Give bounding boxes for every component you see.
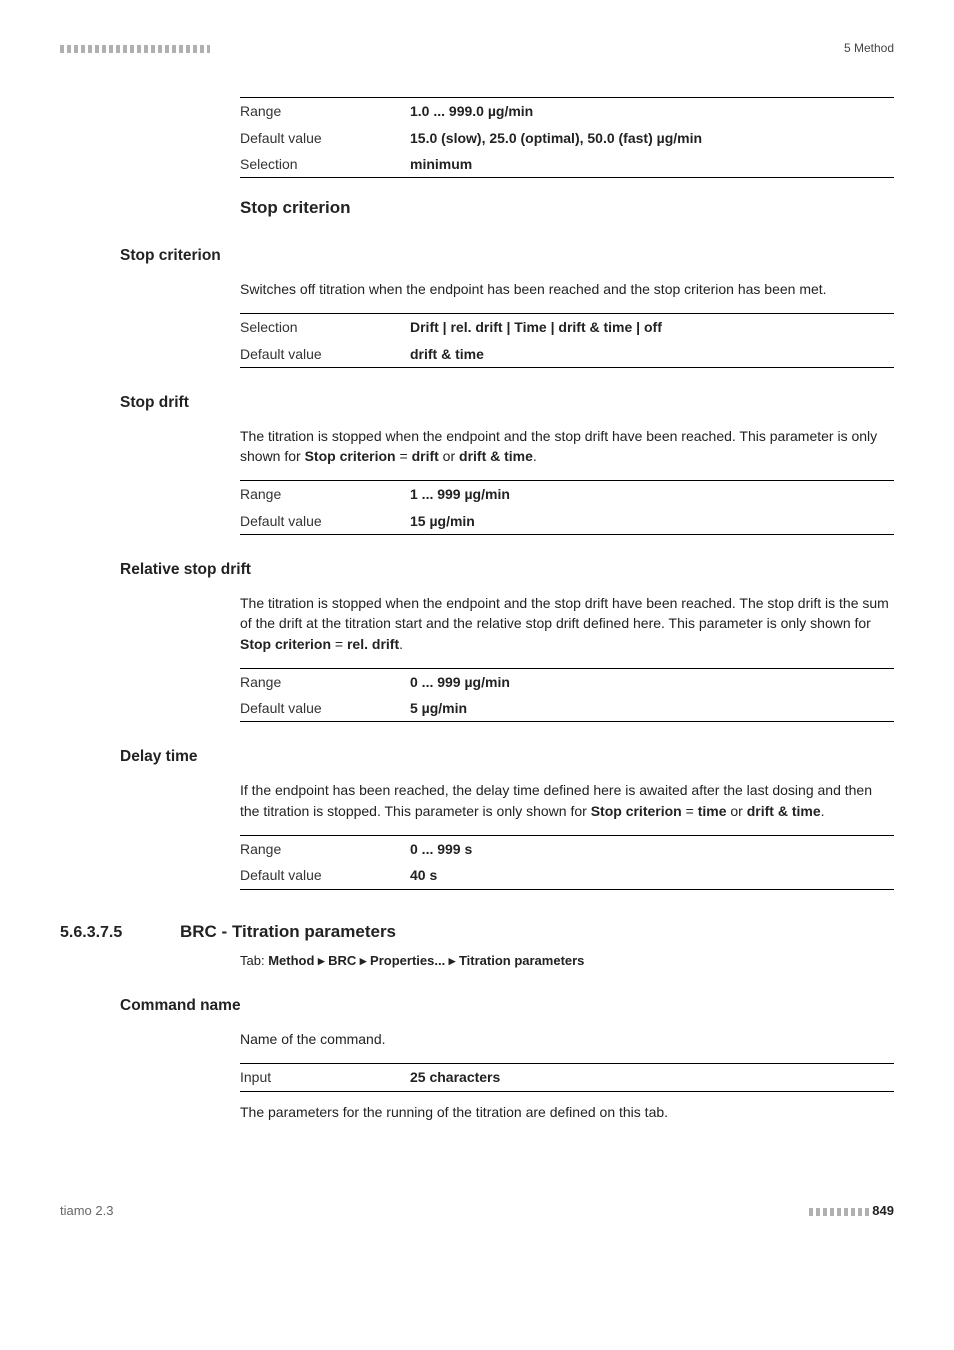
text: = <box>682 803 698 819</box>
stop-criterion-para: Switches off titration when the endpoint… <box>240 279 894 299</box>
stop-drift-label: Stop drift <box>120 392 189 414</box>
row-label: Default value <box>240 341 410 368</box>
row-label: Default value <box>240 125 410 151</box>
text-bold: drift & time <box>747 803 821 819</box>
row-label: Default value <box>240 695 410 722</box>
header-chapter: 5 Method <box>844 40 894 57</box>
row-value: 0 ... 999 µg/min <box>410 668 894 695</box>
stop-drift-para: The titration is stopped when the endpoi… <box>240 426 894 467</box>
row-label: Range <box>240 481 410 508</box>
text-bold: drift <box>412 448 439 464</box>
stop-criterion-label: Stop criterion <box>120 245 221 267</box>
row-label: Input <box>240 1064 410 1091</box>
text: . <box>399 636 403 652</box>
row-value: 15 µg/min <box>410 508 894 535</box>
text: or <box>439 448 459 464</box>
row-value: 5 µg/min <box>410 695 894 722</box>
stop-criterion-heading: Stop criterion <box>240 196 894 221</box>
page-header: 5 Method <box>60 40 894 57</box>
relative-stop-drift-label: Relative stop drift <box>120 559 251 581</box>
text: . <box>821 803 825 819</box>
text-bold: Stop criterion <box>591 803 682 819</box>
text-bold: Stop criterion <box>305 448 396 464</box>
row-value: drift & time <box>410 341 894 368</box>
row-value: 25 characters <box>410 1064 894 1091</box>
row-value: 1.0 ... 999.0 µg/min <box>410 98 894 125</box>
command-name-label: Command name <box>120 995 241 1017</box>
tab-path: Tab: Method ▸ BRC ▸ Properties... ▸ Titr… <box>240 952 894 971</box>
row-value: 15.0 (slow), 25.0 (optimal), 50.0 (fast)… <box>410 125 894 151</box>
text: . <box>533 448 537 464</box>
row-value: 1 ... 999 µg/min <box>410 481 894 508</box>
section-number: 5.6.3.7.5 <box>60 921 180 944</box>
command-name-para: Name of the command. <box>240 1029 894 1049</box>
text-bold: time <box>698 803 727 819</box>
text: = <box>396 448 412 464</box>
text-bold: drift & time <box>459 448 533 464</box>
row-label: Default value <box>240 508 410 535</box>
row-label: Selection <box>240 151 410 178</box>
section-title: BRC - Titration parameters <box>180 920 396 945</box>
text: The titration is stopped when the endpoi… <box>240 595 889 631</box>
relative-stop-drift-para: The titration is stopped when the endpoi… <box>240 593 894 654</box>
text-bold: Stop criterion <box>240 636 331 652</box>
text: = <box>331 636 347 652</box>
header-marker <box>60 45 210 53</box>
text-bold: rel. drift <box>347 636 399 652</box>
text: or <box>726 803 746 819</box>
row-label: Range <box>240 98 410 125</box>
row-label: Range <box>240 836 410 863</box>
footer-product: tiamo 2.3 <box>60 1202 113 1221</box>
row-label: Range <box>240 668 410 695</box>
row-label: Selection <box>240 314 410 341</box>
footer-marker <box>809 1208 869 1216</box>
tab-prefix: Tab: <box>240 953 268 968</box>
delay-time-para: If the endpoint has been reached, the de… <box>240 780 894 821</box>
page-footer: tiamo 2.3 849 <box>60 1202 894 1221</box>
section-heading: 5.6.3.7.5 BRC - Titration parameters <box>60 920 894 945</box>
footer-right: 849 <box>809 1202 894 1221</box>
param-table-stop-criterion: Selection Drift | rel. drift | Time | dr… <box>240 313 894 368</box>
command-name-after-para: The parameters for the running of the ti… <box>240 1102 894 1122</box>
row-value: 40 s <box>410 862 894 889</box>
delay-time-label: Delay time <box>120 746 198 768</box>
row-label: Default value <box>240 862 410 889</box>
param-table-stop-drift: Range 1 ... 999 µg/min Default value 15 … <box>240 480 894 535</box>
param-table-delay-time: Range 0 ... 999 s Default value 40 s <box>240 835 894 890</box>
param-table-command-name: Input 25 characters <box>240 1063 894 1091</box>
page-number: 849 <box>872 1203 894 1218</box>
row-value: Drift | rel. drift | Time | drift & time… <box>410 314 894 341</box>
param-table-initial: Range 1.0 ... 999.0 µg/min Default value… <box>240 97 894 178</box>
row-value: minimum <box>410 151 894 178</box>
row-value: 0 ... 999 s <box>410 836 894 863</box>
param-table-relative-stop-drift: Range 0 ... 999 µg/min Default value 5 µ… <box>240 668 894 723</box>
tab-path-text: Method ▸ BRC ▸ Properties... ▸ Titration… <box>268 953 584 968</box>
